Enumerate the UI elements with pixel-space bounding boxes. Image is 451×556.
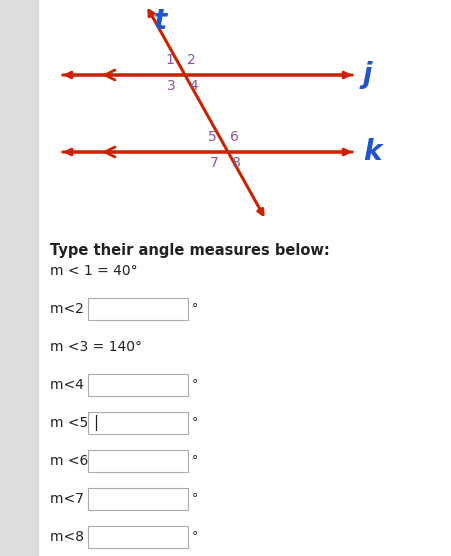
Bar: [0, 0, 38, 556]
Text: t: t: [154, 7, 167, 35]
FancyBboxPatch shape: [88, 412, 188, 434]
FancyBboxPatch shape: [88, 374, 188, 396]
Text: °: °: [192, 454, 198, 468]
Text: 8: 8: [232, 156, 241, 170]
Text: m <6 =: m <6 =: [50, 454, 104, 468]
Text: m <3 = 140°: m <3 = 140°: [50, 340, 142, 354]
Text: 2: 2: [187, 53, 196, 67]
Text: 6: 6: [230, 130, 239, 144]
Text: 4: 4: [189, 79, 198, 93]
Text: m <5 =: m <5 =: [50, 416, 104, 430]
Text: 5: 5: [208, 130, 217, 144]
Text: k: k: [363, 138, 382, 166]
Text: 3: 3: [167, 79, 176, 93]
Text: °: °: [192, 416, 198, 429]
Text: m<2 =: m<2 =: [50, 302, 100, 316]
Text: °: °: [192, 302, 198, 315]
Text: m<7 =: m<7 =: [50, 492, 100, 506]
FancyBboxPatch shape: [88, 488, 188, 510]
FancyBboxPatch shape: [88, 526, 188, 548]
Text: j: j: [363, 61, 373, 89]
Text: °: °: [192, 530, 198, 544]
Text: m<8 =: m<8 =: [50, 530, 100, 544]
Text: m < 1 = 40°: m < 1 = 40°: [50, 264, 138, 278]
Text: m<4 =: m<4 =: [50, 378, 100, 392]
Text: Type their angle measures below:: Type their angle measures below:: [50, 243, 330, 258]
FancyBboxPatch shape: [88, 450, 188, 472]
Text: °: °: [192, 493, 198, 505]
Text: °: °: [192, 379, 198, 391]
Text: 1: 1: [165, 53, 174, 67]
Text: 7: 7: [210, 156, 219, 170]
Text: |: |: [93, 415, 98, 431]
FancyBboxPatch shape: [88, 298, 188, 320]
